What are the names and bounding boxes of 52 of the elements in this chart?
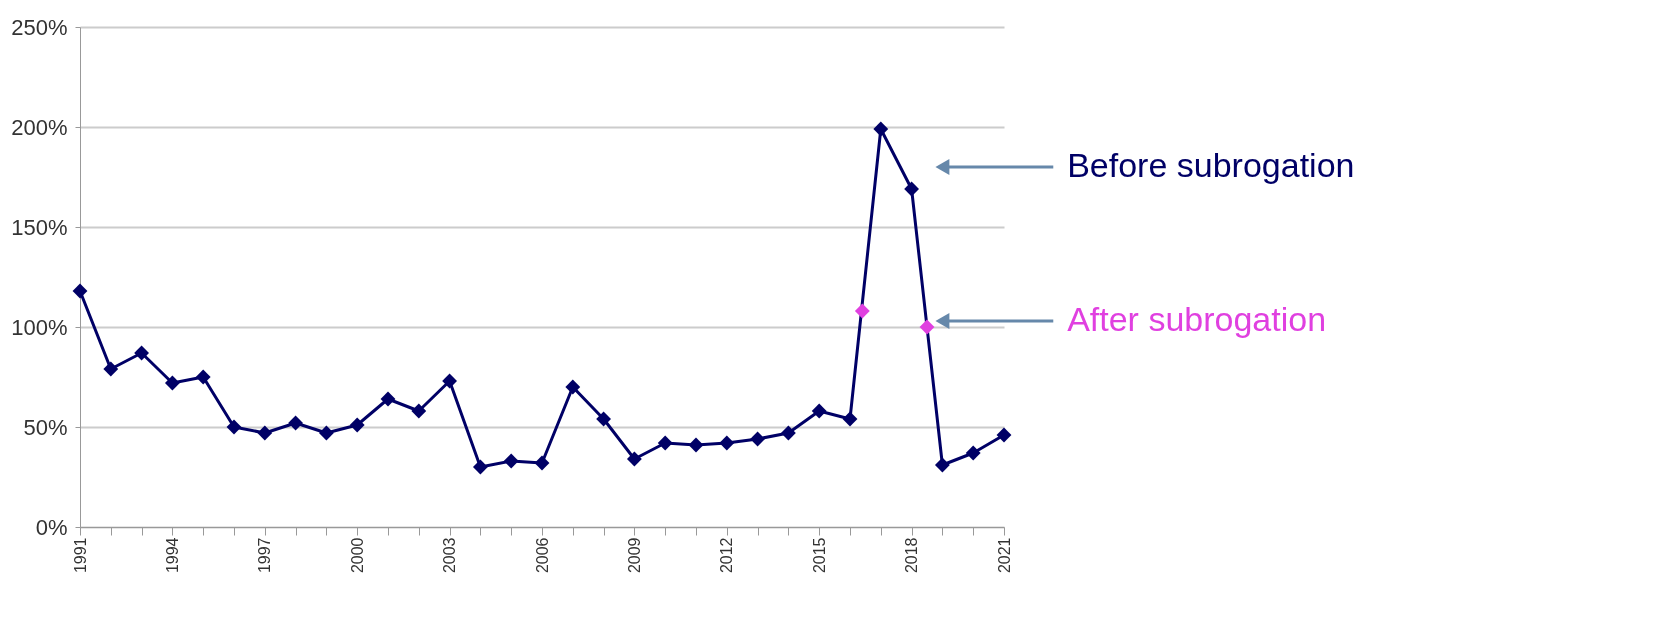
point <box>72 283 88 299</box>
x-tick-label: 2012 <box>718 537 736 574</box>
point <box>996 427 1012 443</box>
point <box>565 379 581 395</box>
annotation: After subrogation <box>1067 300 1327 338</box>
point <box>257 425 273 441</box>
y-tick-label: 150% <box>11 214 68 240</box>
point <box>134 345 150 361</box>
point <box>380 391 396 407</box>
x-tick-label: 2000 <box>348 537 366 574</box>
point <box>842 411 858 427</box>
point <box>288 415 304 431</box>
x-tick-label: 2009 <box>625 537 643 574</box>
point <box>626 451 642 467</box>
y-tick-label: 200% <box>11 114 68 140</box>
point <box>318 425 334 441</box>
x-tick-label: 2015 <box>810 537 828 574</box>
point <box>103 361 119 377</box>
point <box>688 437 704 453</box>
point <box>411 403 427 419</box>
y-tick-label: 0% <box>35 514 68 540</box>
y-tick-label: 100% <box>11 314 68 340</box>
x-tick-label: 2003 <box>441 537 459 574</box>
point <box>226 419 242 435</box>
point <box>934 457 950 473</box>
annotation: Before subrogation <box>1067 146 1355 184</box>
point <box>596 411 612 427</box>
point <box>195 369 211 385</box>
point <box>750 431 766 447</box>
point <box>472 459 488 475</box>
point <box>873 121 889 137</box>
point <box>503 453 519 469</box>
point <box>811 403 827 419</box>
x-tick-label: 1994 <box>163 537 181 574</box>
point <box>657 435 673 451</box>
point <box>534 455 550 471</box>
point <box>780 425 796 441</box>
point <box>854 303 870 319</box>
point <box>919 319 935 335</box>
x-tick-label: 1991 <box>71 537 89 574</box>
y-tick-label: 250% <box>11 14 68 40</box>
point <box>965 445 981 461</box>
x-tick-label: 2018 <box>903 537 921 574</box>
point <box>349 417 365 433</box>
y-tick-label: 50% <box>23 414 68 440</box>
point <box>164 375 180 391</box>
x-tick-label: 1997 <box>256 537 274 574</box>
x-tick-label: 2006 <box>533 537 551 574</box>
point <box>442 373 458 389</box>
point <box>719 435 735 451</box>
x-tick-label: 2021 <box>995 537 1013 574</box>
point <box>904 181 920 197</box>
